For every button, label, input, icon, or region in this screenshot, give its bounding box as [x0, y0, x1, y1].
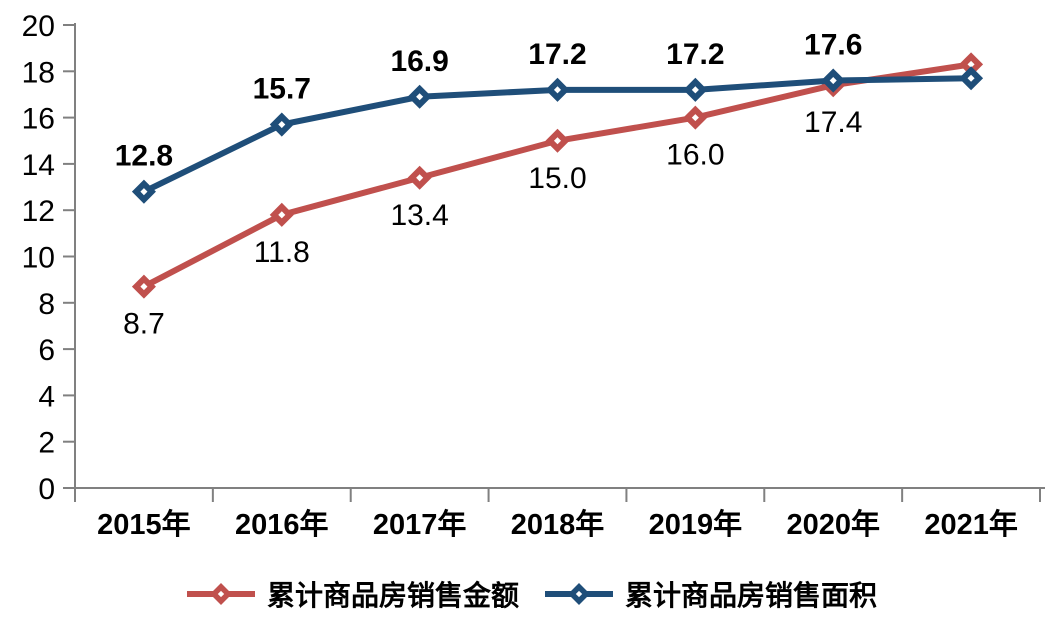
x-axis-category-label: 2018年 [511, 507, 605, 541]
y-axis-tick-label: 6 [38, 334, 55, 367]
y-axis-tick-label: 14 [22, 149, 55, 182]
y-axis-tick-label: 8 [38, 288, 55, 321]
data-point-marker-0 [131, 274, 156, 299]
data-point-label: 11.8 [254, 236, 310, 269]
y-axis-tick-label: 2 [38, 427, 55, 460]
data-point-label: 15.0 [528, 162, 586, 195]
x-axis-category-label: 2015年 [97, 507, 191, 541]
data-point-marker-1 [683, 77, 708, 102]
x-axis-category-label: 2020年 [786, 507, 880, 541]
data-point-label: 16.9 [390, 45, 448, 78]
data-point-label: 17.2 [666, 38, 724, 71]
data-point-marker-1 [407, 84, 432, 109]
legend-item-sales-area: 累计商品房销售面积 [543, 574, 877, 614]
data-point-label: 17.2 [528, 38, 586, 71]
y-axis-tick-label: 0 [38, 473, 55, 506]
y-axis-tick-label: 16 [22, 103, 55, 136]
y-axis-tick-label: 20 [22, 10, 55, 43]
legend-label-sales-area: 累计商品房销售面积 [625, 580, 878, 611]
data-point-marker-0 [683, 105, 708, 130]
line-chart: 0 2 4 6 8 10 12 14 16 18 20 2015年 2016年 2017年 2018年 201… [22, 10, 1045, 541]
data-point-marker-0 [407, 165, 432, 190]
data-point-marker-1 [269, 112, 294, 137]
data-point-label: 16.0 [666, 139, 724, 172]
legend-item-sales-amount: 累计商品房销售金额 [185, 574, 519, 614]
data-point-label: 17.6 [804, 29, 862, 62]
legend-diamond [210, 583, 232, 605]
data-point-label: 17.4 [804, 106, 862, 139]
x-axis-category-label: 2021年 [924, 507, 1018, 541]
x-axis-category-label: 2017年 [373, 507, 467, 541]
chart-legend: 累计商品房销售金额 累计商品房销售面积 [0, 574, 1062, 614]
legend-marker-sales-amount-icon [186, 583, 255, 605]
legend-label-sales-amount: 累计商品房销售金额 [266, 580, 519, 611]
y-axis-tick-label: 18 [22, 56, 55, 89]
data-point-marker-0 [959, 52, 984, 77]
data-point-marker-1 [959, 66, 984, 91]
data-point-label: 8.7 [123, 308, 165, 341]
legend-marker-sales-area-icon [545, 583, 613, 605]
data-point-marker-0 [269, 202, 294, 227]
legend-diamond [568, 583, 590, 605]
y-axis-tick-label: 10 [22, 242, 55, 275]
data-point-marker-0 [545, 128, 570, 153]
data-point-label: 13.4 [390, 199, 448, 232]
data-point-label: 12.8 [115, 140, 173, 173]
y-axis-tick-label: 4 [38, 380, 55, 413]
line-chart-canvas: 0 2 4 6 8 10 12 14 16 18 20 2015年 2016年 2017年 2018年 201… [22, 10, 1045, 541]
data-point-label: 15.7 [253, 73, 311, 106]
data-point-marker-1 [545, 77, 570, 102]
y-axis-tick-label: 12 [22, 195, 55, 228]
x-axis-category-label: 2019年 [649, 507, 743, 541]
data-point-marker-1 [821, 68, 846, 93]
data-point-marker-1 [131, 179, 156, 204]
x-axis-category-label: 2016年 [235, 507, 329, 541]
